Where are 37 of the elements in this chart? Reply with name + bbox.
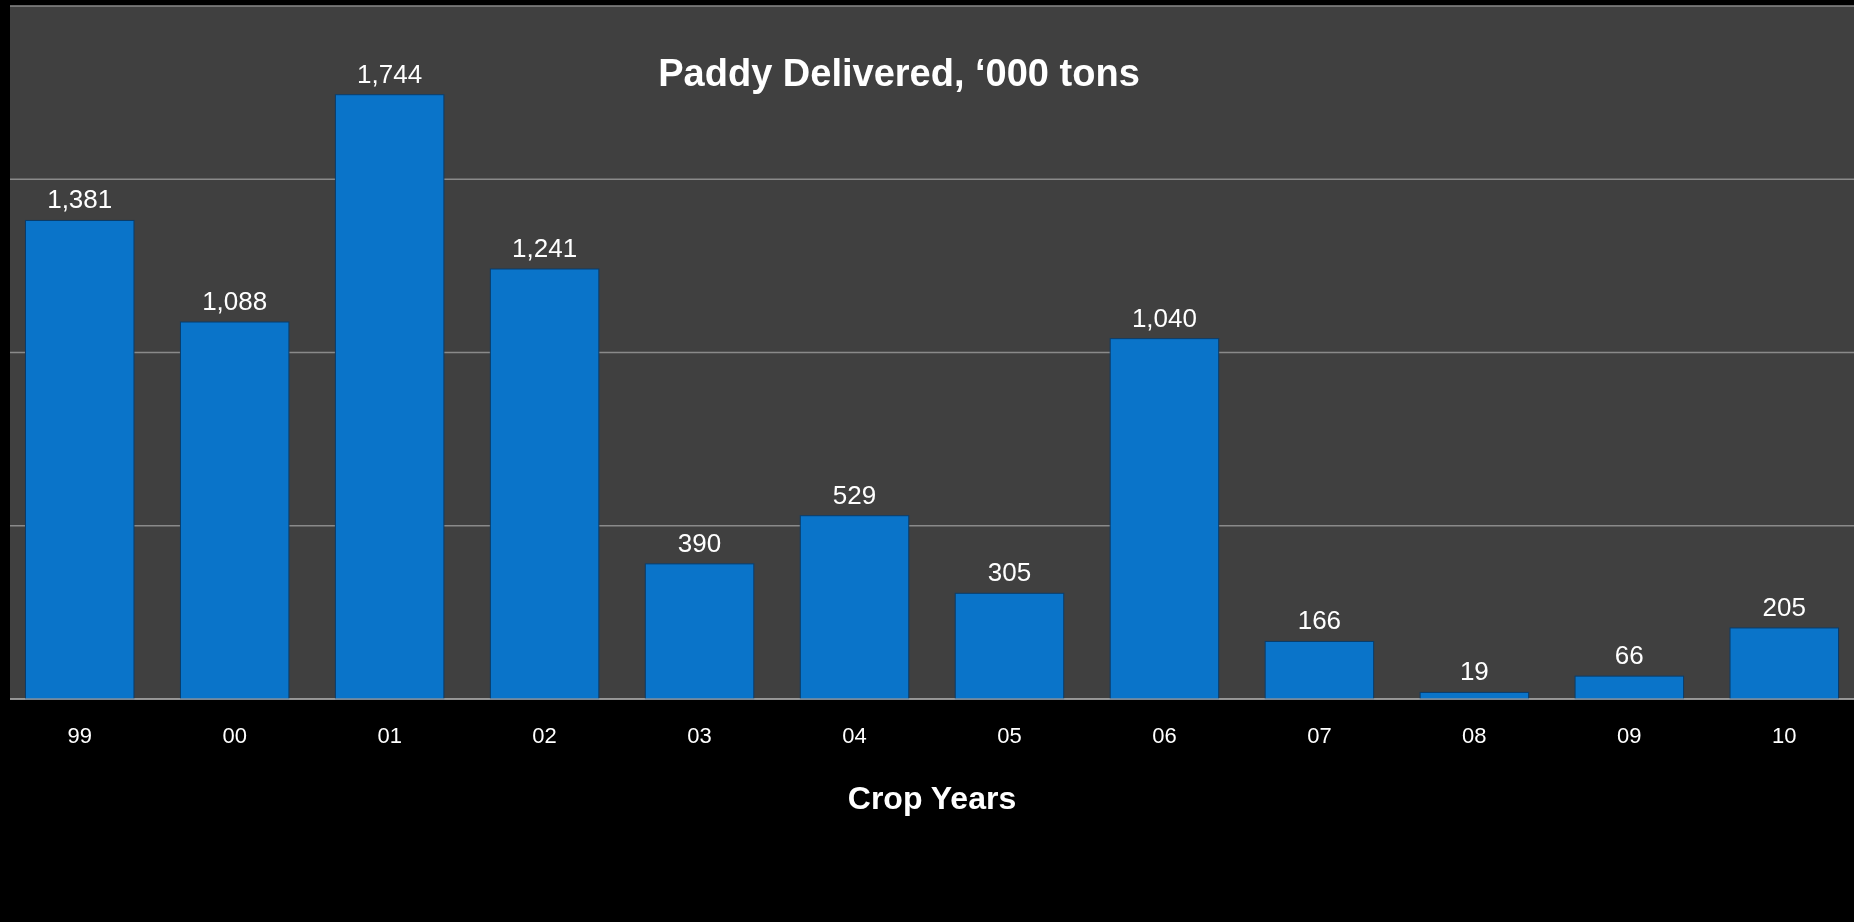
- bar: [644, 563, 755, 700]
- data-label: 529: [832, 479, 877, 510]
- data-label: 1,381: [47, 184, 113, 215]
- x-tick-label: 04: [842, 723, 867, 748]
- bar: [1729, 627, 1839, 700]
- x-tick-label: 07: [1307, 723, 1332, 748]
- bar: [179, 321, 290, 700]
- data-label: 66: [1614, 640, 1644, 671]
- bar: [334, 94, 445, 700]
- bar: [1109, 338, 1220, 700]
- x-tick-label: 09: [1617, 723, 1642, 748]
- x-tick-label: 06: [1152, 723, 1177, 748]
- x-tick-label: 00: [222, 723, 247, 748]
- text: Paddy Delivered, ‘000 tons: [658, 52, 1140, 94]
- data-label: 19: [1459, 656, 1489, 687]
- bar: [954, 592, 1065, 700]
- data-label: 166: [1297, 605, 1342, 636]
- data-label: 1,088: [202, 286, 268, 317]
- data-label: 1,040: [1131, 302, 1197, 333]
- x-tick-label: 08: [1462, 723, 1487, 748]
- x-tick-label: 10: [1772, 723, 1797, 748]
- data-label: 205: [1762, 591, 1806, 622]
- x-tick-label: 99: [67, 723, 92, 748]
- data-label: 1,241: [512, 232, 578, 263]
- x-tick-label: 05: [997, 723, 1022, 748]
- x-tick-label: 01: [377, 723, 402, 748]
- bar: [1574, 675, 1685, 700]
- data-label: 305: [987, 557, 1032, 588]
- x-tick-label: 02: [532, 723, 557, 748]
- bar: [25, 219, 135, 700]
- bar: [799, 515, 910, 700]
- bar: [489, 268, 600, 700]
- bar: [1264, 640, 1375, 700]
- data-label: 390: [677, 527, 722, 558]
- x-tick-label: 03: [687, 723, 712, 748]
- data-label: 1,744: [357, 58, 423, 89]
- x-axis-title: Crop Years: [847, 780, 1017, 816]
